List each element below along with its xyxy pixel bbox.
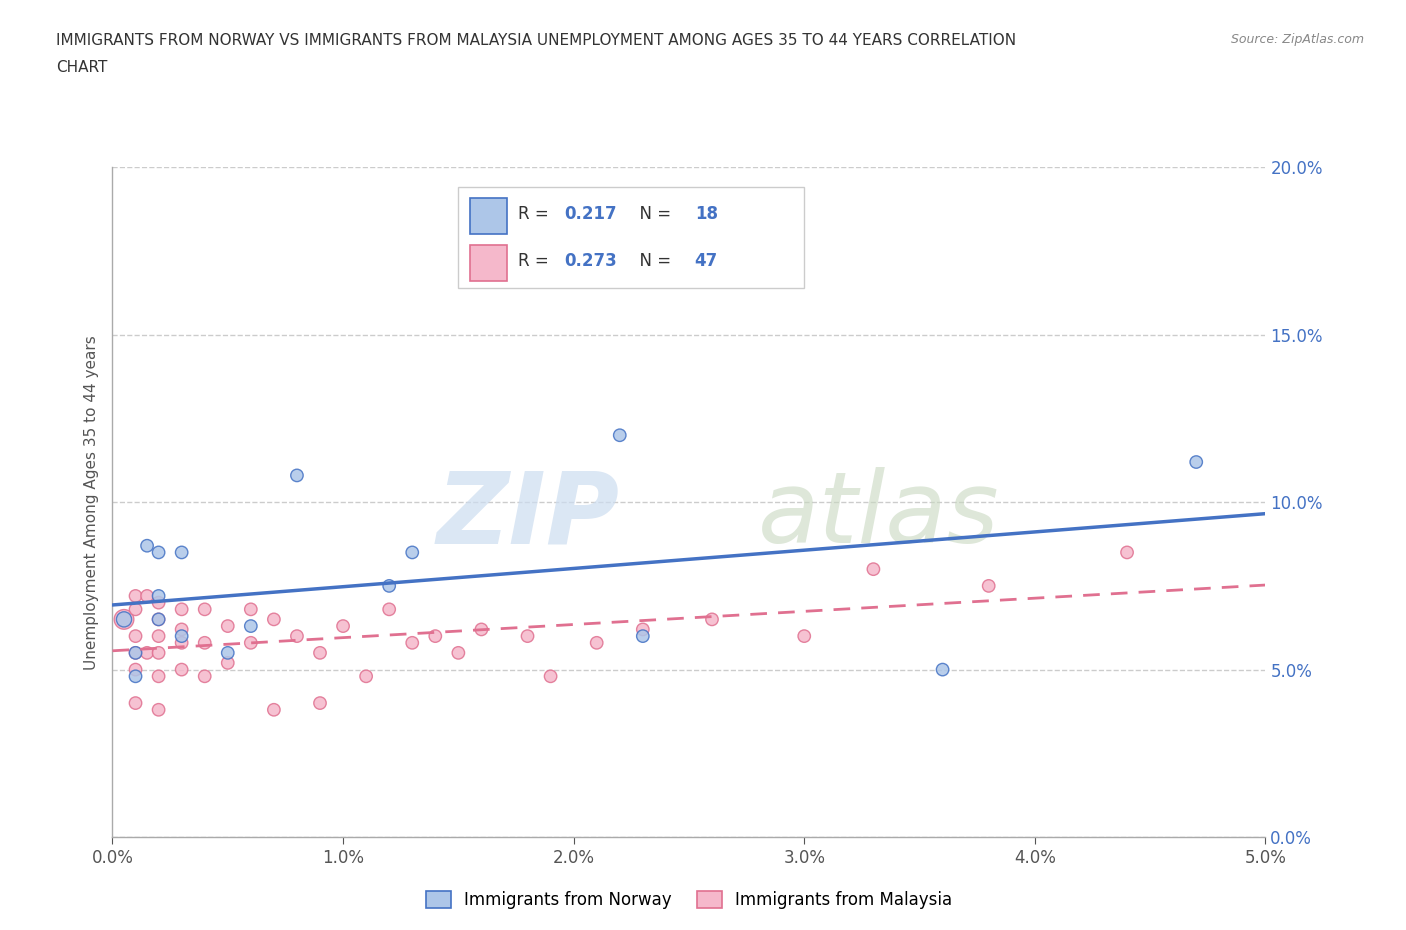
Point — [136, 645, 159, 660]
Point — [862, 562, 884, 577]
Point — [1116, 545, 1139, 560]
Point — [285, 468, 308, 483]
Point — [239, 602, 262, 617]
Text: N =: N = — [628, 206, 676, 223]
Point — [378, 578, 401, 593]
Point — [447, 645, 470, 660]
Point — [194, 602, 217, 617]
Point — [124, 669, 146, 684]
Point — [148, 702, 170, 717]
Text: 18: 18 — [695, 206, 717, 223]
Point — [148, 595, 170, 610]
Point — [425, 629, 447, 644]
Point — [124, 589, 146, 604]
Point — [148, 589, 170, 604]
Point — [263, 702, 285, 717]
Text: atlas: atlas — [758, 467, 1000, 565]
Point — [540, 669, 562, 684]
Text: 47: 47 — [695, 252, 718, 271]
Point — [136, 538, 159, 553]
Text: R =: R = — [519, 206, 554, 223]
Text: Source: ZipAtlas.com: Source: ZipAtlas.com — [1230, 33, 1364, 46]
Point — [263, 612, 285, 627]
Point — [516, 629, 538, 644]
Point — [470, 622, 492, 637]
Point — [148, 612, 170, 627]
Point — [148, 645, 170, 660]
Point — [631, 629, 654, 644]
Point — [148, 545, 170, 560]
Point — [217, 618, 239, 633]
FancyBboxPatch shape — [470, 245, 506, 281]
Point — [136, 589, 159, 604]
Legend: Immigrants from Norway, Immigrants from Malaysia: Immigrants from Norway, Immigrants from … — [419, 884, 959, 916]
Point — [170, 545, 193, 560]
Point — [793, 629, 815, 644]
Text: 0.217: 0.217 — [564, 206, 617, 223]
Text: N =: N = — [628, 252, 676, 271]
Point — [239, 635, 262, 650]
Point — [148, 612, 170, 627]
Point — [124, 645, 146, 660]
Point — [170, 635, 193, 650]
Point — [354, 669, 377, 684]
Point — [124, 696, 146, 711]
Point — [332, 618, 354, 633]
Point — [931, 662, 953, 677]
Point — [401, 635, 423, 650]
Point — [401, 545, 423, 560]
Point — [170, 602, 193, 617]
FancyBboxPatch shape — [458, 188, 804, 288]
Point — [124, 662, 146, 677]
Point — [217, 656, 239, 671]
Point — [309, 696, 332, 711]
Point — [700, 612, 723, 627]
Point — [977, 578, 1000, 593]
Point — [378, 602, 401, 617]
Point — [585, 635, 607, 650]
Point — [239, 618, 262, 633]
Text: IMMIGRANTS FROM NORWAY VS IMMIGRANTS FROM MALAYSIA UNEMPLOYMENT AMONG AGES 35 TO: IMMIGRANTS FROM NORWAY VS IMMIGRANTS FRO… — [56, 33, 1017, 47]
Text: ZIP: ZIP — [437, 467, 620, 565]
Point — [148, 629, 170, 644]
Point — [124, 602, 146, 617]
Point — [170, 622, 193, 637]
Point — [1185, 455, 1208, 470]
Point — [170, 629, 193, 644]
Point — [170, 662, 193, 677]
Text: CHART: CHART — [56, 60, 108, 75]
Point — [124, 629, 146, 644]
Point — [609, 428, 631, 443]
Point — [217, 645, 239, 660]
Point — [148, 669, 170, 684]
FancyBboxPatch shape — [470, 197, 506, 233]
Point — [112, 612, 135, 627]
Y-axis label: Unemployment Among Ages 35 to 44 years: Unemployment Among Ages 35 to 44 years — [83, 335, 98, 670]
Point — [112, 612, 135, 627]
Point — [309, 645, 332, 660]
Text: R =: R = — [519, 252, 554, 271]
Point — [194, 635, 217, 650]
Point — [194, 669, 217, 684]
Point — [285, 629, 308, 644]
Point — [124, 645, 146, 660]
Point — [631, 622, 654, 637]
Text: 0.273: 0.273 — [564, 252, 617, 271]
